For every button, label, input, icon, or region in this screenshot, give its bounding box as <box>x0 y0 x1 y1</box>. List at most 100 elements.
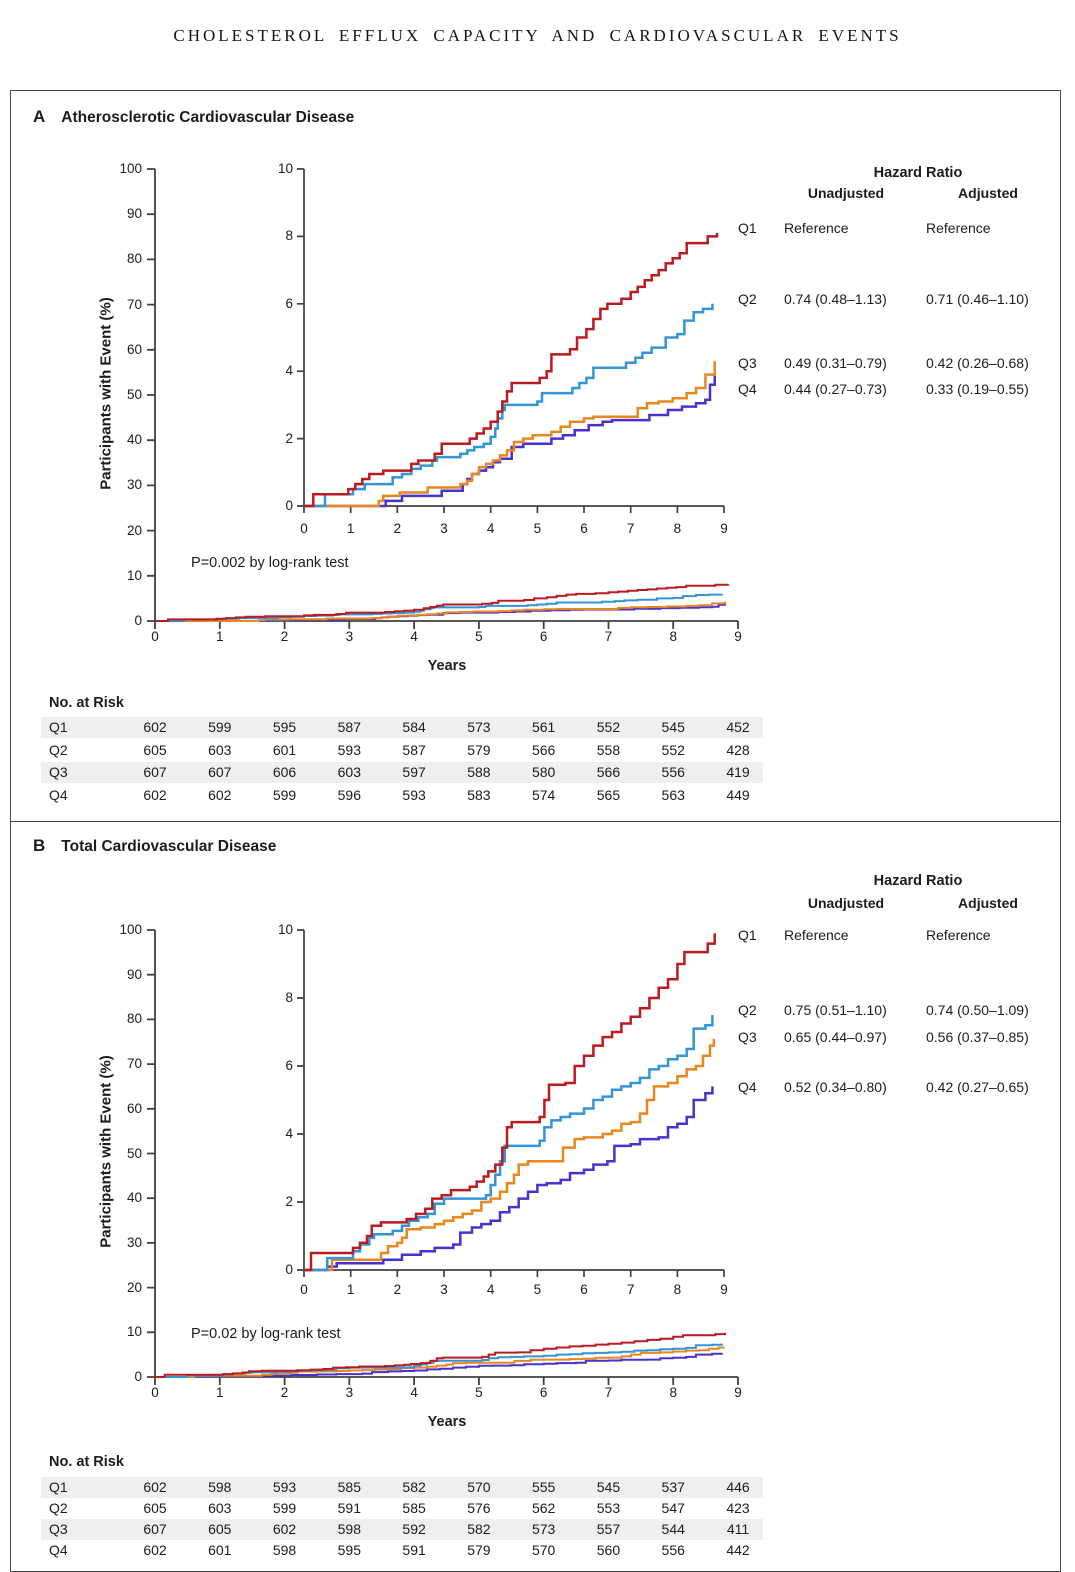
main-x-tick-label: 0 <box>151 1385 159 1400</box>
main-x-tick-label: 5 <box>475 1385 483 1400</box>
risk-count: 580 <box>531 764 556 780</box>
risk-count: 561 <box>531 719 556 735</box>
risk-table-title: No. at Risk <box>49 1454 124 1470</box>
risk-count: 598 <box>208 1479 232 1495</box>
inset-y-tick-label: 0 <box>285 498 293 513</box>
hazard-unadjusted-value: Reference <box>784 220 849 236</box>
risk-count: 570 <box>467 1479 491 1495</box>
risk-row-label: Q4 <box>49 787 68 803</box>
risk-count: 603 <box>208 1500 232 1516</box>
inset-x-tick-label: 6 <box>580 1282 588 1297</box>
risk-row-label: Q2 <box>49 1500 68 1516</box>
hazard-adjusted-value: Reference <box>926 927 991 943</box>
risk-row-label: Q1 <box>49 719 68 735</box>
inset-x-tick-label: 2 <box>393 521 402 536</box>
risk-count: 602 <box>143 1479 167 1495</box>
inset-y-tick-label: 6 <box>285 1058 293 1073</box>
risk-count: 566 <box>596 764 621 780</box>
main-y-tick-label: 70 <box>126 296 142 312</box>
hazard-row-quartile-label: Q1 <box>738 927 757 943</box>
risk-count: 442 <box>726 1542 750 1558</box>
panel-a-letter: A <box>33 107 46 126</box>
main-y-tick-label: 20 <box>126 522 142 538</box>
inset-curve-q4 <box>304 374 716 508</box>
main-curve-q4 <box>155 1352 723 1378</box>
inset-curve-q3 <box>304 1038 716 1272</box>
risk-count: 585 <box>337 1479 361 1495</box>
inset-x-tick-label: 1 <box>346 1282 355 1297</box>
risk-count: 593 <box>402 787 426 803</box>
risk-count: 587 <box>337 719 361 735</box>
risk-count: 595 <box>337 1542 361 1558</box>
hazard-row-quartile-label: Q3 <box>738 355 757 371</box>
panel-a-title: A Atherosclerotic Cardiovascular Disease <box>33 107 354 127</box>
main-y-tick-label: 30 <box>126 1234 142 1250</box>
hazard-unadjusted-value: 0.75 (0.51–1.10) <box>784 1002 887 1018</box>
risk-table-row: Q4 602 602 599 596 593 583 574 565 563 449 <box>41 785 763 806</box>
main-x-tick-label: 3 <box>345 1385 354 1400</box>
risk-count: 588 <box>467 764 491 780</box>
main-y-tick-label: 100 <box>119 161 142 176</box>
inset-x-tick-label: 0 <box>300 521 308 536</box>
risk-count: 582 <box>402 1479 426 1495</box>
inset-x-tick-label: 4 <box>486 521 495 536</box>
x-axis-title: Years <box>427 1414 467 1430</box>
risk-count: 599 <box>272 1500 297 1516</box>
inset-x-tick-label: 3 <box>440 521 448 536</box>
main-x-tick-label: 0 <box>151 629 159 644</box>
risk-count: 605 <box>143 1500 167 1516</box>
inset-y-tick-label: 2 <box>285 430 293 446</box>
main-x-tick-label: 4 <box>410 1385 418 1400</box>
risk-count: 566 <box>531 742 556 758</box>
inset-x-tick-label: 8 <box>673 1282 682 1297</box>
main-y-tick-label: 80 <box>126 251 142 267</box>
risk-count: 598 <box>272 1542 297 1558</box>
main-x-tick-label: 5 <box>475 629 483 644</box>
inset-y-tick-label: 4 <box>285 363 293 379</box>
main-y-tick-label: 40 <box>126 1190 142 1206</box>
inset-y-tick-label: 2 <box>285 1194 293 1209</box>
hazard-row-quartile-label: Q1 <box>738 220 757 236</box>
inset-x-tick-label: 4 <box>486 1282 495 1297</box>
inset-y-tick-label: 10 <box>277 922 293 937</box>
risk-count: 601 <box>272 742 297 758</box>
risk-count: 597 <box>402 764 426 780</box>
risk-count: 598 <box>337 1521 361 1537</box>
inset-y-tick-label: 6 <box>285 295 293 311</box>
risk-count: 607 <box>208 764 232 780</box>
risk-count: 562 <box>531 1500 556 1516</box>
risk-count: 552 <box>661 742 685 758</box>
inset-y-tick-label: 8 <box>285 990 293 1005</box>
risk-count: 582 <box>467 1521 491 1537</box>
panel-a-title-text: Atherosclerotic Cardiovascular Disease <box>61 109 355 126</box>
risk-count: 579 <box>467 742 491 758</box>
risk-count: 545 <box>596 1479 621 1495</box>
hazard-row-quartile-label: Q2 <box>738 1002 757 1018</box>
risk-count: 599 <box>272 787 297 803</box>
inset-axes <box>297 929 725 1277</box>
main-y-tick-label: 90 <box>126 206 142 222</box>
p-value: P=0.002 by log-rank test <box>191 555 349 571</box>
risk-count: 592 <box>402 1521 426 1537</box>
risk-table-row: Q1 602 598 593 585 582 570 555 545 537 446 <box>41 1477 763 1498</box>
inset-x-tick-label: 3 <box>440 1282 448 1297</box>
panel-b-title-text: Total Cardiovascular Disease <box>61 838 277 855</box>
main-curve-q2 <box>155 593 723 622</box>
main-y-tick-label: 60 <box>126 1100 142 1116</box>
risk-count: 602 <box>143 787 167 803</box>
main-x-tick-label: 8 <box>669 629 677 644</box>
main-x-tick-label: 2 <box>280 1385 289 1400</box>
risk-table-row: Q3 607 607 606 603 597 588 580 566 556 419 <box>41 762 763 783</box>
hazard-adjusted-value: 0.42 (0.26–0.68) <box>926 355 1029 371</box>
main-x-tick-label: 6 <box>539 1385 548 1400</box>
main-x-tick-label: 9 <box>734 1385 742 1400</box>
risk-count: 584 <box>402 719 426 735</box>
risk-table-row: Q2 605 603 599 591 585 576 562 553 547 423 <box>41 1498 763 1519</box>
risk-count: 585 <box>402 1500 426 1516</box>
main-y-tick-label: 50 <box>126 1145 142 1161</box>
hazard-ratio-header: Hazard Ratio <box>873 165 963 181</box>
main-x-tick-label: 4 <box>410 629 418 644</box>
hazard-adjusted-value: 0.42 (0.27–0.65) <box>926 1079 1029 1095</box>
x-axis-title: Years <box>427 658 467 674</box>
main-y-tick-label: 10 <box>126 567 142 583</box>
